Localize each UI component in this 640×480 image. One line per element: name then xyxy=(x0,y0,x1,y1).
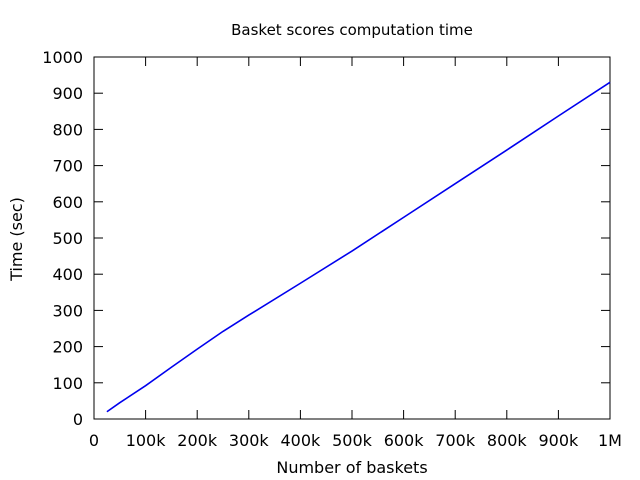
x-tick-label: 400k xyxy=(280,431,321,450)
x-tick-label: 300k xyxy=(229,431,270,450)
series-line xyxy=(106,81,611,413)
y-tick-label: 1000 xyxy=(42,48,83,67)
x-tick-label: 1M xyxy=(598,431,622,450)
y-tick-label: 0 xyxy=(73,410,83,429)
chart-title: Basket scores computation time xyxy=(231,21,473,39)
y-tick-label: 900 xyxy=(52,84,83,103)
y-tick-label: 800 xyxy=(52,120,83,139)
x-tick-label: 900k xyxy=(538,431,579,450)
x-axis-label: Number of baskets xyxy=(276,458,427,477)
y-tick-label: 300 xyxy=(52,301,83,320)
x-tick-label: 100k xyxy=(126,431,167,450)
y-tick-label: 400 xyxy=(52,265,83,284)
x-tick-label: 600k xyxy=(384,431,425,450)
x-tick-label: 700k xyxy=(435,431,476,450)
y-axis-label: Time (sec) xyxy=(7,197,26,282)
x-tick-label: 200k xyxy=(177,431,218,450)
y-tick-label: 700 xyxy=(52,157,83,176)
x-tick-label: 800k xyxy=(487,431,528,450)
y-tick-label: 600 xyxy=(52,193,83,212)
y-tick-label: 500 xyxy=(52,229,83,248)
y-tick-label: 100 xyxy=(52,374,83,393)
x-tick-label: 500k xyxy=(332,431,373,450)
y-tick-label: 200 xyxy=(52,338,83,357)
x-tick-label: 0 xyxy=(89,431,99,450)
plot-area: 0 100k 200k 300k 400k 500k 600k 700k 800k 900k 1M 0… xyxy=(42,48,622,450)
